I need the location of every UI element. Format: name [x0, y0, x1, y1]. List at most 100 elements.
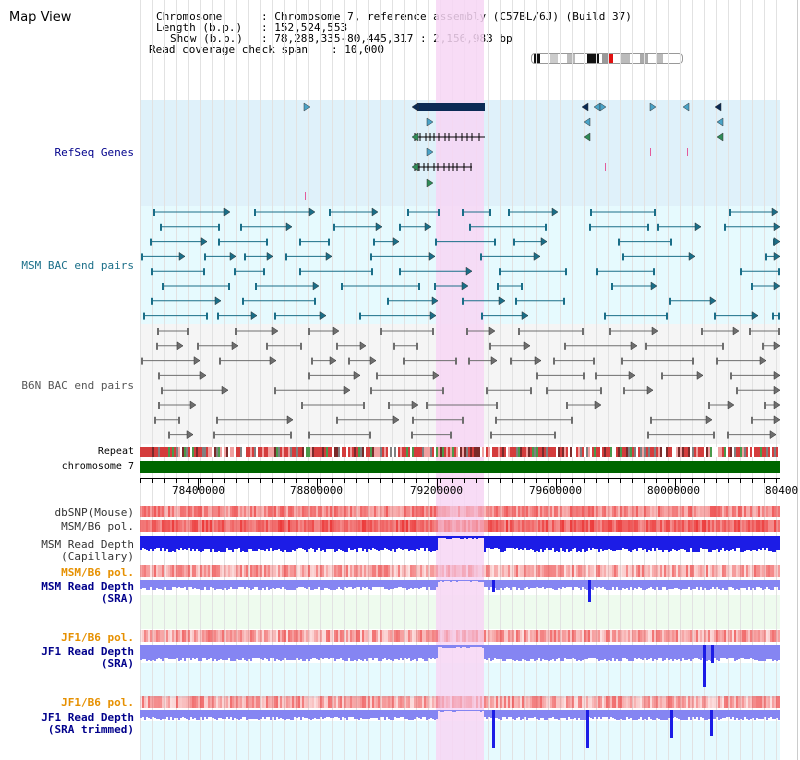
jf1-pol-stripe: [302, 630, 304, 642]
msm-pol-stripe: [348, 520, 350, 532]
msm-sra-depth-bar: [522, 580, 524, 590]
msm-pol-stripe: [592, 520, 594, 532]
msm-pol-stripe: [198, 520, 200, 532]
repeat-element: [728, 447, 730, 457]
dbsnp-stripe: [370, 506, 372, 517]
msm-pol-stripe: [514, 520, 516, 532]
msm-pol-sra-stripe: [218, 565, 220, 577]
repeat-element: [162, 447, 164, 457]
msm-pol-stripe: [422, 520, 424, 532]
msm-pol-stripe: [660, 520, 662, 532]
msm-bac-pair-end: [724, 223, 726, 231]
jf1-trim-depth-bar: [374, 710, 376, 718]
jf1-pol-trim-stripe: [532, 696, 534, 708]
jf1-trim-depth-bar: [286, 710, 288, 719]
jf1-trim-depth-bar: [616, 710, 618, 720]
dbsnp-stripe: [656, 506, 658, 517]
jf1-sra-depth-bar: [296, 645, 298, 658]
jf1-trim-depth-bar: [686, 710, 688, 720]
jf1-pol-trim-stripe: [420, 696, 422, 708]
jf1-trim-depth-bar: [296, 710, 298, 718]
b6n-bac-pair-end: [308, 372, 310, 380]
jf1-pol-stripe: [402, 630, 404, 642]
jf1-sra-depth-bar: [526, 645, 528, 661]
repeat-element: [388, 447, 390, 457]
track-canvas[interactable]: [140, 0, 780, 760]
msm-capillary-depth-bar: [222, 536, 224, 552]
dbsnp-stripe: [180, 506, 182, 517]
msm-pol-stripe: [304, 520, 306, 532]
repeat-element: [600, 447, 602, 457]
jf1-pol-stripe: [224, 630, 226, 642]
jf1-pol-trim-stripe: [220, 696, 222, 708]
msm-capillary-depth-bar: [404, 536, 406, 549]
msm-pol-stripe: [778, 520, 780, 532]
msm-capillary-depth-bar: [626, 536, 628, 549]
repeat-element: [318, 447, 320, 457]
dbsnp-stripe: [170, 506, 172, 517]
jf1-sra-depth-bar: [182, 645, 184, 658]
jf1-pol-stripe: [658, 630, 660, 642]
msm-pol-sra-stripe: [658, 565, 660, 577]
msm-capillary-depth-bar: [286, 536, 288, 552]
jf1-pol-trim-stripe: [288, 696, 290, 708]
repeat-element: [420, 447, 422, 457]
jf1-trim-depth-bar: [456, 710, 458, 711]
dbsnp-stripe: [578, 506, 580, 517]
msm-bac-pair-end: [751, 283, 753, 290]
dbsnp-stripe: [308, 506, 310, 517]
jf1-sra-depth-bar: [534, 645, 536, 661]
jf1-pol-trim-stripe: [222, 696, 224, 708]
msm-pol-stripe: [584, 520, 586, 532]
msm-pol-sra-stripe: [692, 565, 694, 577]
jf1-trim-depth-bar: [320, 710, 322, 717]
msm-pol-sra-stripe: [544, 565, 546, 577]
jf1-sra-depth-bar: [632, 645, 634, 661]
msm-capillary-depth-bar: [486, 536, 488, 548]
jf1-pol-trim-stripe: [382, 696, 384, 708]
track-panel[interactable]: [140, 0, 780, 760]
jf1-trim-depth-bar: [412, 710, 414, 720]
jf1-trim-depth-bar: [242, 710, 244, 717]
msm-pol-stripe: [444, 520, 446, 532]
repeat-element: [424, 447, 426, 457]
dbsnp-stripe: [348, 506, 350, 517]
jf1-pol-trim-stripe: [212, 696, 214, 708]
msm-capillary-depth-bar: [302, 536, 304, 549]
msm-pol-sra-stripe: [388, 565, 390, 577]
msm-capillary-depth-bar: [170, 536, 172, 552]
msm-sra-depth-bar: [174, 580, 176, 587]
msm-pol-stripe: [314, 520, 316, 532]
gene-arrow: [581, 102, 589, 112]
jf1-trim-depth-bar: [314, 710, 316, 718]
msm-bac-pair-end: [151, 268, 153, 276]
msm-pol-stripe: [478, 520, 480, 532]
jf1-trim-depth-bar: [620, 710, 622, 719]
msm-pol-stripe: [344, 520, 346, 532]
msm-sra-depth-bar: [602, 580, 604, 587]
msm-pol-sra-stripe: [722, 565, 724, 577]
repeat-element: [774, 447, 776, 457]
msm-pol-stripe: [612, 520, 614, 532]
dbsnp-stripe: [382, 506, 384, 517]
msm-capillary-depth-bar: [178, 536, 180, 550]
msm-pol-stripe: [172, 520, 174, 532]
msm-pol-stripe: [734, 520, 736, 532]
dbsnp-stripe: [652, 506, 654, 517]
dbsnp-stripe: [676, 506, 678, 517]
repeat-element: [484, 447, 486, 457]
jf1-trim-depth-bar: [160, 710, 162, 720]
msm-pol-sra-stripe: [548, 565, 550, 577]
jf1-trim-depth-bar: [542, 710, 544, 718]
msm-capillary-depth-bar: [730, 536, 732, 550]
msm-pol-stripe: [586, 520, 588, 532]
msm-bac-pair-end: [371, 268, 373, 276]
msm-sra-depth-bar: [384, 580, 386, 589]
jf1-pol-trim-stripe: [690, 696, 692, 708]
msm-pol-sra-stripe: [772, 565, 774, 577]
msm-sra-depth-bar: [574, 580, 576, 587]
jf1-trim-depth-bar: [202, 710, 204, 720]
msm-bac-pair-arrow: [325, 251, 333, 261]
msm-pol-sra-stripe: [362, 565, 364, 577]
jf1-trim-depth-bar: [280, 710, 282, 718]
